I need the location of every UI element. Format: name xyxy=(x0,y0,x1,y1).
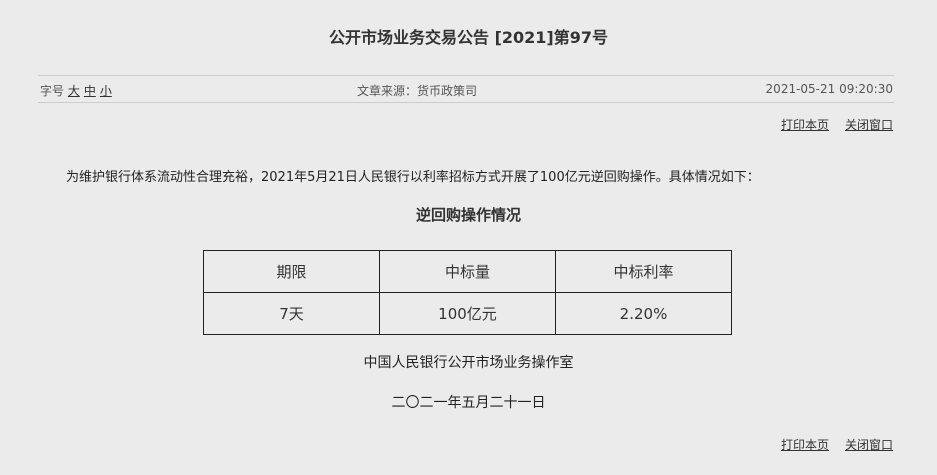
header-amount: 中标量 xyxy=(379,250,556,293)
close-window-link[interactable]: 关闭窗口 xyxy=(844,438,893,452)
cell-term: 7天 xyxy=(203,292,380,335)
table-row: 7天 100亿元 2.20% xyxy=(203,292,732,335)
divider xyxy=(38,75,894,76)
print-link[interactable]: 打印本页 xyxy=(780,118,829,132)
header-rate: 中标利率 xyxy=(555,250,732,293)
section-subtitle: 逆回购操作情况 xyxy=(415,206,521,224)
page-title: 公开市场业务交易公告 [2021]第97号 xyxy=(329,28,608,47)
issuer: 中国人民银行公开市场业务操作室 xyxy=(363,355,574,371)
close-window-link[interactable]: 关闭窗口 xyxy=(844,118,893,132)
font-size-label: 字号 xyxy=(40,84,65,98)
operation-table: 期限 中标量 中标利率 7天 100亿元 2.20% xyxy=(203,250,732,335)
font-large-link[interactable]: 大 xyxy=(67,84,80,98)
print-link[interactable]: 打印本页 xyxy=(780,438,829,452)
cell-amount: 100亿元 xyxy=(379,292,556,335)
font-size-controls: 字号 大中小 xyxy=(40,82,116,99)
issue-date: 二〇二一年五月二十一日 xyxy=(391,395,546,411)
divider xyxy=(38,102,894,103)
bottom-links: 打印本页 关闭窗口 xyxy=(765,436,893,453)
font-medium-link[interactable]: 中 xyxy=(83,84,96,98)
header-term: 期限 xyxy=(203,250,380,293)
publish-datetime: 2021-05-21 09:20:30 xyxy=(765,82,893,96)
top-links: 打印本页 关闭窗口 xyxy=(765,116,893,133)
table-header-row: 期限 中标量 中标利率 xyxy=(203,250,732,293)
font-small-link[interactable]: 小 xyxy=(99,84,112,98)
cell-rate: 2.20% xyxy=(555,292,732,335)
article-source: 文章来源：货币政策司 xyxy=(357,84,478,98)
intro-paragraph: 为维护银行体系流动性合理充裕，2021年5月21日人民银行以利率招标方式开展了1… xyxy=(66,170,760,185)
